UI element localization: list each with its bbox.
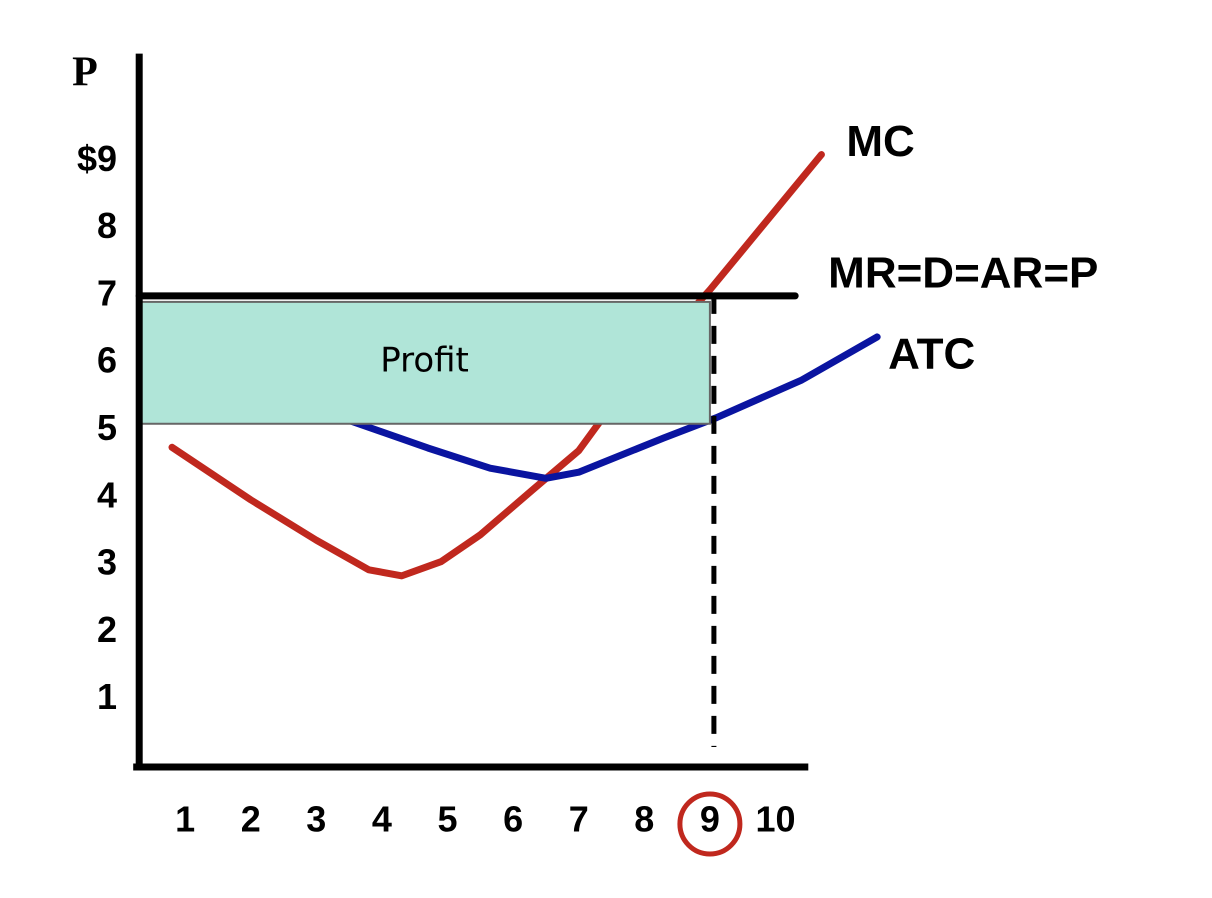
line-1 <box>345 333 881 482</box>
y-tick-label: 7 <box>97 272 117 313</box>
x-tick-label: 6 <box>503 799 523 840</box>
y-tick-label: 3 <box>97 542 117 583</box>
tick-highlight <box>677 791 743 857</box>
x-tick-label: 5 <box>437 799 457 840</box>
y-tick-label: 8 <box>97 205 117 246</box>
x-tick-label: 1 <box>175 799 195 840</box>
series-label: ATC <box>888 330 975 379</box>
y-tick-label: 1 <box>97 676 117 717</box>
y-tick-label: 6 <box>97 340 117 381</box>
x-tick-label: 4 <box>372 799 392 840</box>
y-tick-label: 4 <box>97 474 117 515</box>
x-tick-label: 8 <box>634 799 654 840</box>
x-tick-label: 9 <box>700 799 720 840</box>
series-label: MC <box>846 117 914 166</box>
x-tick-label: 7 <box>569 799 589 840</box>
y-tick-label: 2 <box>97 609 117 650</box>
x-tick-label: 10 <box>755 799 795 840</box>
y-axis-label: P <box>72 50 98 96</box>
series-label: MR=D=AR=P <box>828 249 1098 298</box>
x-tick-label: 3 <box>306 799 326 840</box>
y-tick-label: $9 <box>77 138 117 179</box>
x-tick-label: 2 <box>241 799 261 840</box>
y-tick-label: 5 <box>97 407 117 448</box>
profit-label: Profit <box>380 340 469 380</box>
